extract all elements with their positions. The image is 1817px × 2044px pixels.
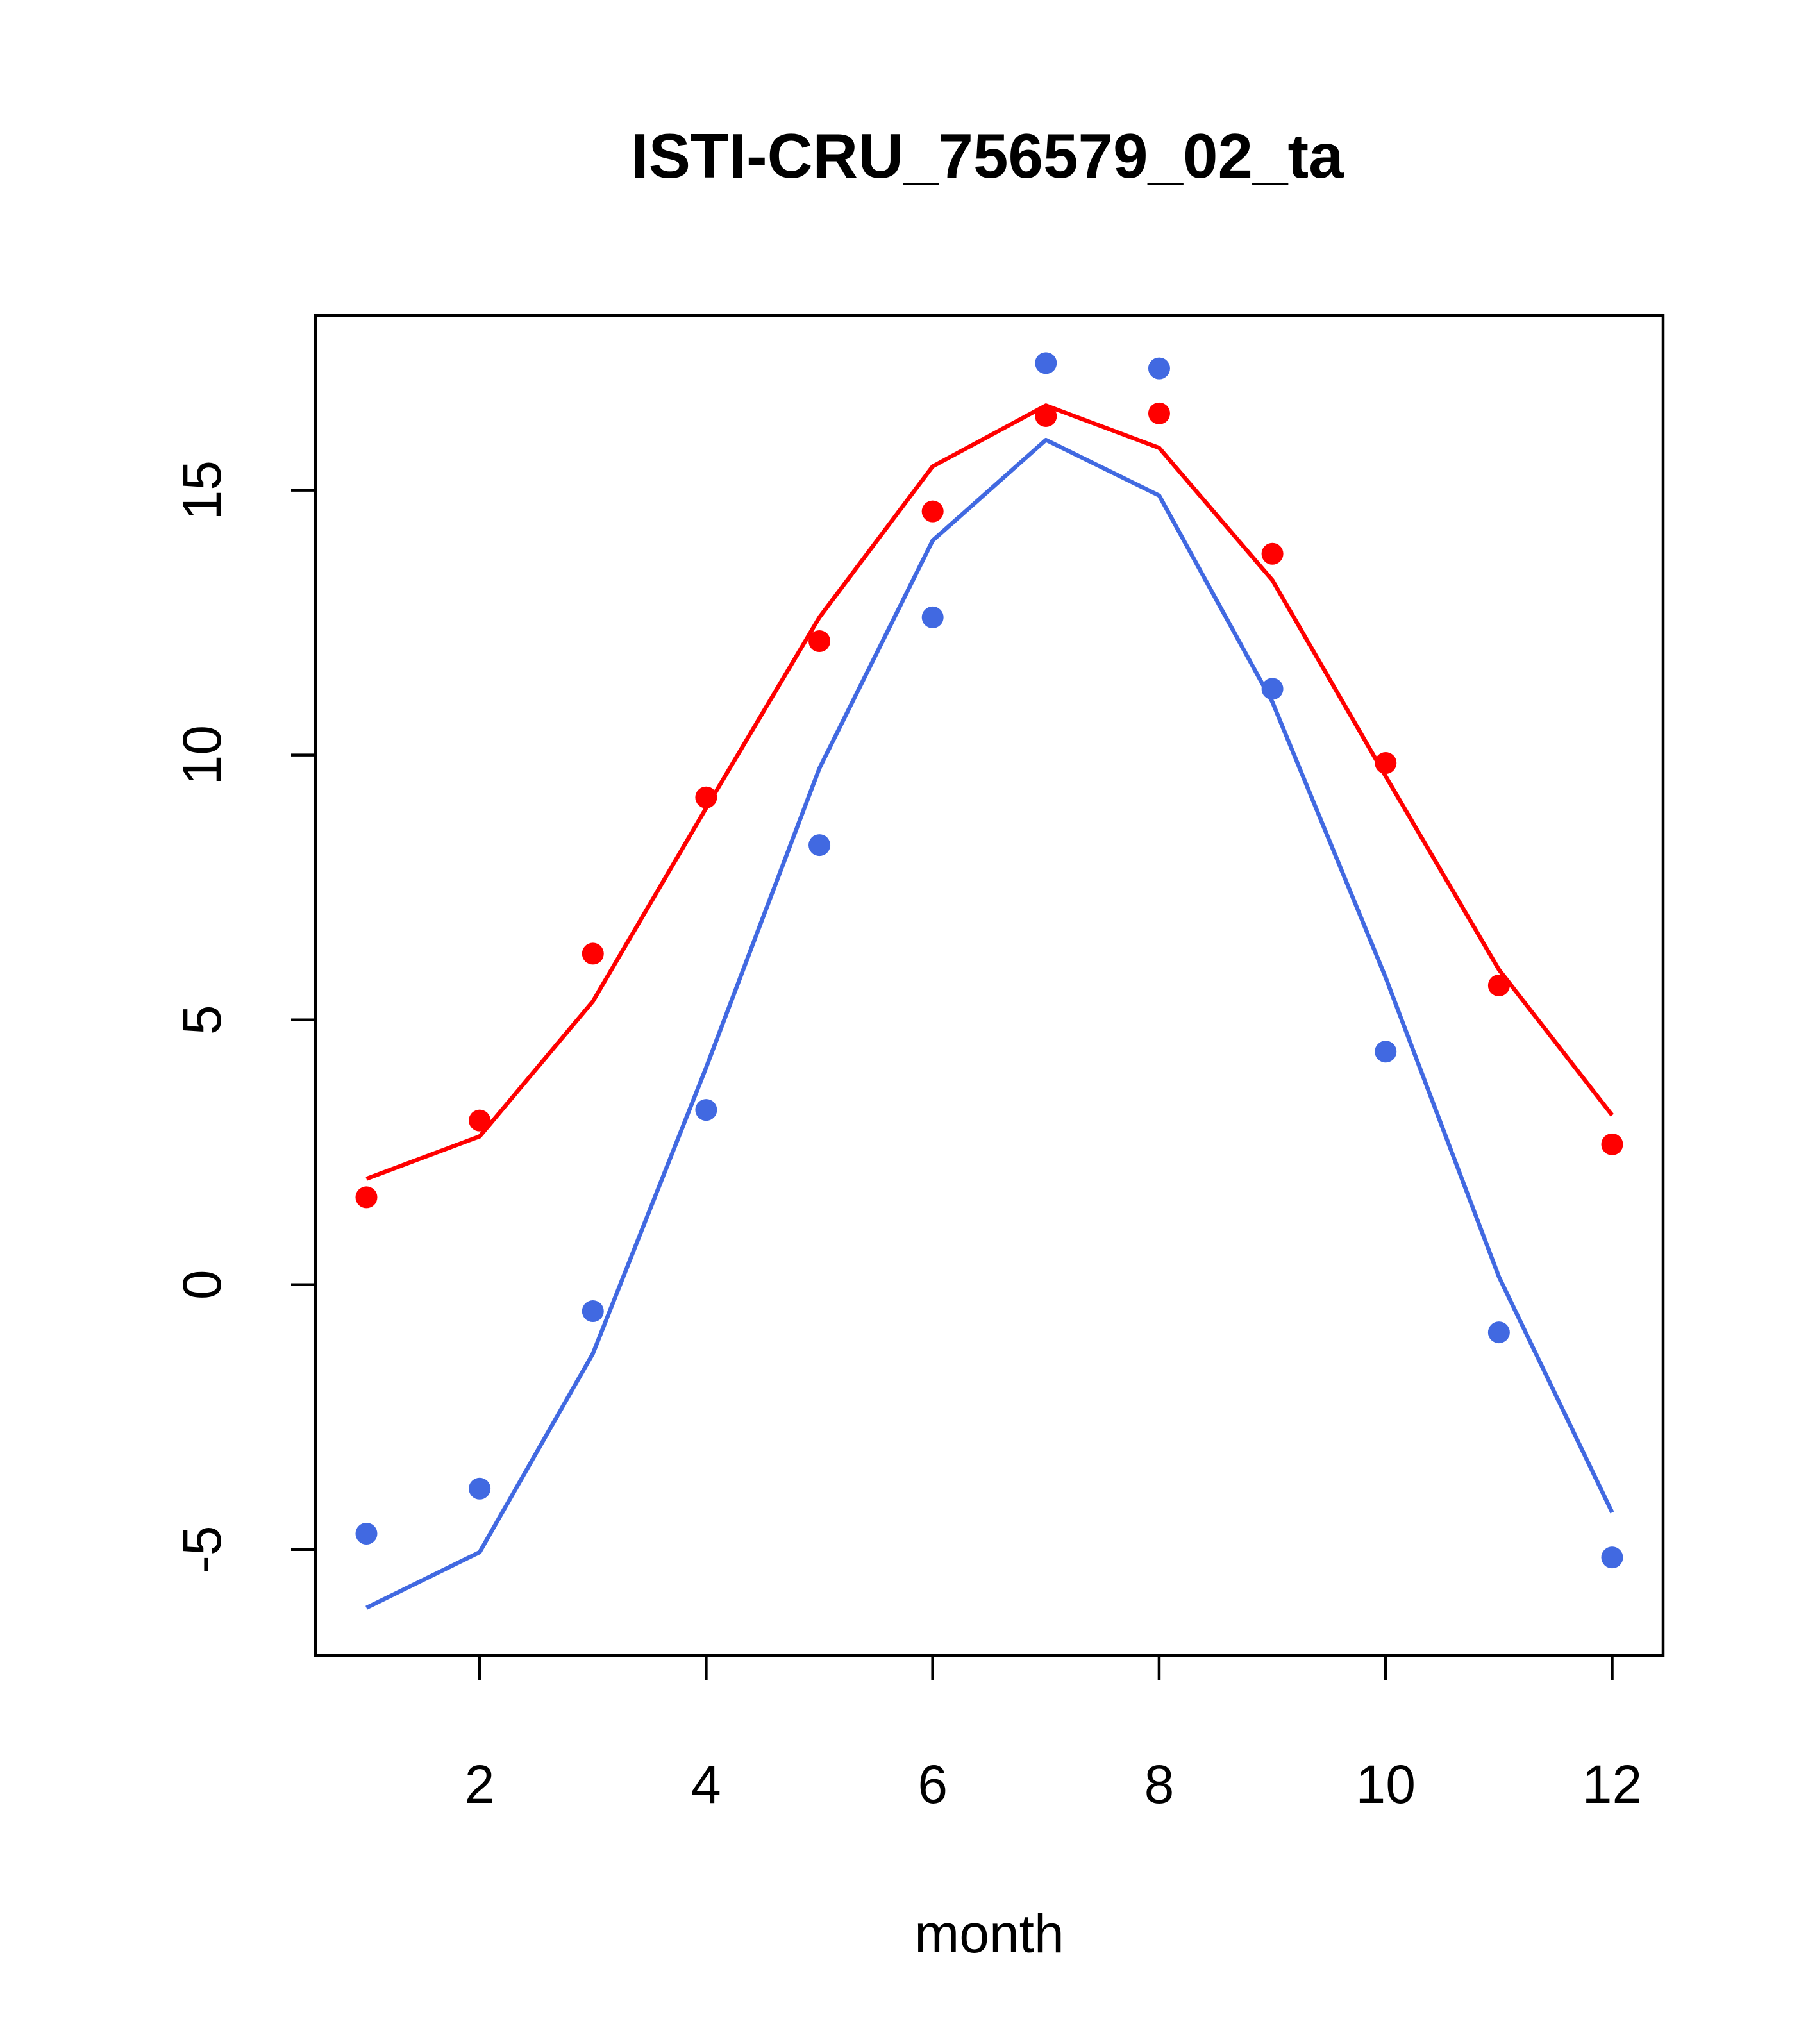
chart-title: ISTI-CRU_756579_02_ta (631, 121, 1344, 191)
data-point (582, 942, 604, 965)
data-point (355, 1186, 378, 1209)
data-point (355, 1523, 378, 1545)
y-axis: -5 0 5 10 15 (172, 460, 317, 1573)
series-layer (355, 352, 1623, 1610)
series-line-1 (365, 403, 1614, 1181)
y-tick-label: 5 (172, 1005, 232, 1035)
data-point (469, 1109, 491, 1132)
x-tick-label: 12 (1582, 1754, 1642, 1814)
data-point (1487, 975, 1510, 996)
data-point (1487, 1321, 1510, 1344)
x-tick-label: 4 (691, 1754, 721, 1814)
y-tick-label: 0 (172, 1269, 232, 1300)
y-tick-label: -5 (172, 1525, 232, 1573)
plot-frame (314, 314, 1665, 1657)
x-axis-label: month (914, 1904, 1064, 1964)
data-point (921, 606, 944, 628)
data-point (808, 630, 831, 653)
x-tick-label: 10 (1356, 1754, 1416, 1814)
data-point (695, 1099, 717, 1121)
x-tick-label: 6 (917, 1754, 948, 1814)
data-point (1261, 542, 1284, 565)
data-point (1601, 1546, 1623, 1569)
y-tick-label: 15 (172, 460, 232, 520)
data-point (921, 500, 944, 523)
data-point (582, 1300, 604, 1323)
data-point (1375, 1041, 1397, 1063)
data-point (1035, 352, 1057, 374)
data-point (469, 1477, 491, 1500)
data-point (1148, 357, 1170, 380)
y-tick-label: 10 (172, 725, 232, 785)
data-point (1148, 402, 1170, 424)
x-tick-label: 8 (1144, 1754, 1175, 1814)
series-line-3 (365, 437, 1614, 1610)
x-tick-label: 2 (465, 1754, 495, 1814)
data-point (808, 834, 831, 857)
data-point (1601, 1133, 1623, 1155)
x-axis: 2 4 6 8 10 12 (465, 1654, 1642, 1814)
